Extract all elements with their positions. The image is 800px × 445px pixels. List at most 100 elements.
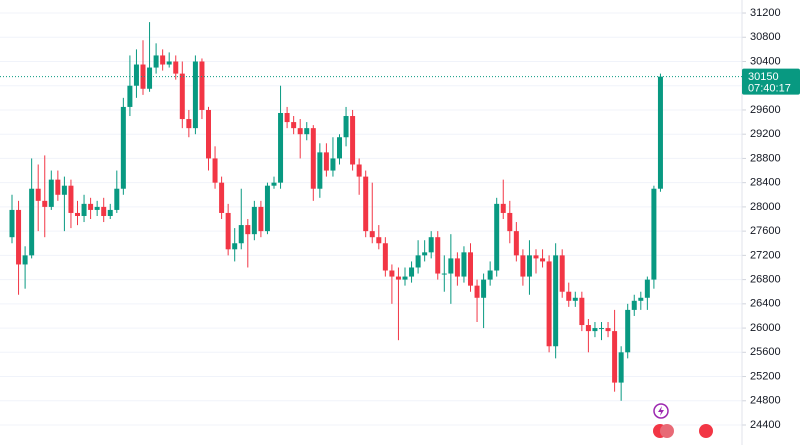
candle-body [631, 300, 637, 310]
y-tick-label: 24800 [750, 395, 781, 407]
candle-body [179, 73, 185, 120]
candle-body [323, 152, 329, 171]
candle-body [88, 203, 94, 210]
candle-body [107, 209, 113, 216]
countdown-label: 07:40:17 [748, 83, 791, 95]
candle-body [612, 331, 618, 383]
candle-body [520, 255, 526, 277]
candle-body [566, 291, 572, 301]
candle-body [376, 237, 382, 244]
candle-body [526, 255, 532, 277]
candle-body [48, 179, 54, 207]
candle-body [487, 270, 493, 280]
y-tick-label: 30800 [750, 31, 781, 43]
event-icon [658, 406, 664, 416]
event-icon [699, 424, 713, 438]
candle-body [409, 267, 415, 277]
candle-body [192, 61, 198, 129]
y-tick-label: 31200 [750, 7, 781, 19]
candle-body [494, 203, 500, 271]
candle-body [395, 276, 401, 280]
candle-body [572, 297, 578, 301]
candle-body [75, 212, 80, 216]
y-tick-label: 29600 [750, 104, 781, 116]
candle-body [264, 185, 270, 232]
y-tick-label: 26800 [750, 274, 781, 286]
candle-body [461, 252, 467, 277]
y-tick-label: 28000 [750, 201, 781, 213]
candle-body [232, 243, 238, 250]
candle-body [474, 285, 480, 298]
candle-body [212, 158, 218, 183]
candle-body [199, 61, 205, 110]
candle-body [369, 231, 375, 238]
candle-body [546, 261, 552, 347]
candle-body [258, 206, 264, 232]
candle-body [428, 237, 434, 253]
y-tick-label: 26000 [750, 322, 781, 334]
candle-body [278, 112, 284, 183]
candle-body [219, 182, 225, 213]
y-tick-label: 30400 [750, 55, 781, 67]
candle-body [186, 119, 192, 129]
y-tick-label: 25200 [750, 370, 781, 382]
candle-body [468, 252, 473, 286]
candle-body [651, 188, 657, 280]
y-tick-label: 28800 [750, 152, 781, 164]
candle-body [382, 243, 388, 271]
event-icon [660, 424, 674, 438]
y-tick-label: 27200 [750, 249, 781, 261]
candle-body [127, 85, 133, 107]
candle-body [533, 255, 539, 259]
candle-body [133, 64, 139, 86]
candle-body [625, 309, 631, 353]
candle-body [35, 188, 41, 201]
candle-body [16, 209, 22, 265]
candle-body [173, 61, 179, 74]
candle-body [245, 225, 251, 235]
candle-body [657, 76, 663, 189]
candle-body [350, 116, 356, 165]
candle-body [559, 255, 565, 292]
candle-body [271, 182, 277, 186]
candle-body [540, 258, 546, 262]
candle-body [29, 188, 35, 256]
y-tick-label: 25600 [750, 346, 781, 358]
candle-body [140, 64, 146, 89]
candle-body [422, 252, 428, 256]
candle-body [644, 279, 650, 298]
last-price-label: 30150 [748, 71, 779, 83]
candle-body [500, 203, 506, 213]
candle-body [605, 328, 611, 332]
candle-body [599, 328, 604, 330]
candle-body [225, 212, 231, 250]
candle-body [42, 200, 48, 207]
y-tick-label: 26400 [750, 298, 781, 310]
candle-body [81, 203, 87, 216]
candle-body [238, 225, 244, 244]
candle-body [592, 328, 598, 332]
candle-body [153, 55, 159, 68]
y-tick-label: 29200 [750, 128, 781, 140]
last-price-box [742, 68, 800, 95]
candle-body [22, 255, 28, 265]
candle-body [402, 276, 408, 280]
candle-body [618, 352, 624, 383]
candle-body [284, 112, 290, 123]
candle-body [120, 106, 126, 189]
candle-body [585, 325, 591, 332]
y-tick-label: 27600 [750, 225, 781, 237]
candle-body [507, 212, 513, 232]
event-icons [653, 403, 713, 438]
candle-body [356, 164, 362, 177]
y-tick-label: 28400 [750, 177, 781, 189]
candle-body [61, 185, 67, 195]
candle-body [166, 61, 172, 65]
candle-body [304, 128, 310, 135]
candle-body [553, 255, 559, 347]
candle-body [291, 122, 297, 129]
candle-body [638, 297, 644, 301]
candle-body [251, 206, 257, 235]
candle-body [337, 137, 342, 159]
